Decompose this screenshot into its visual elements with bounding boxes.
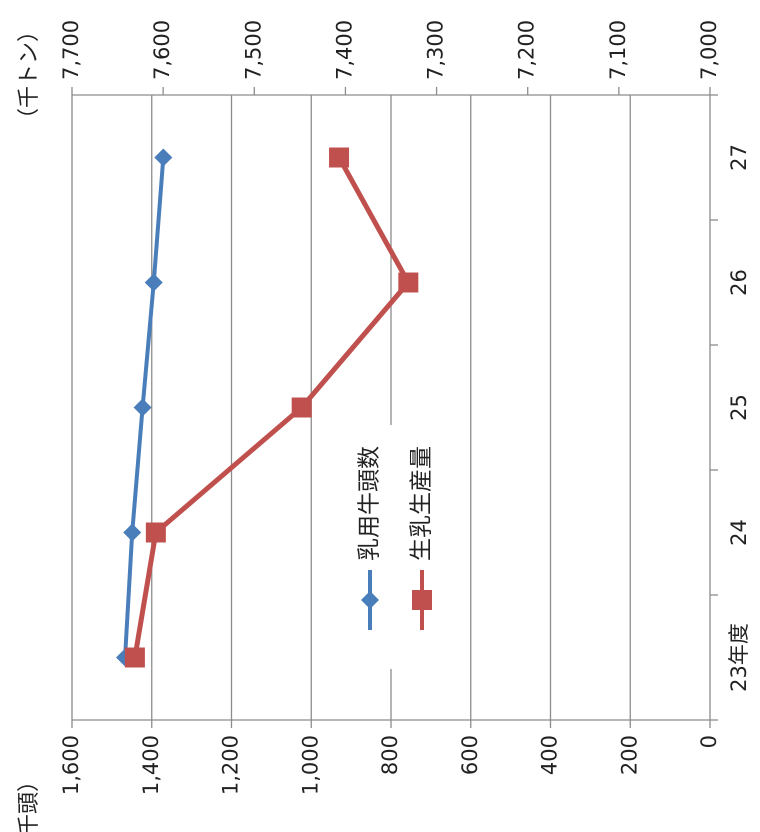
secondary-tick-group: 7,300: [424, 20, 448, 80]
category-label-group: 24: [727, 519, 751, 546]
data-point-diamond: [133, 398, 152, 417]
legend-marker-milk: [412, 590, 432, 610]
legend-background: [343, 425, 448, 669]
primary-tick-label: 1,200: [219, 735, 243, 795]
primary-tick-label: 1,000: [298, 735, 322, 795]
secondary-tick-label: 7,000: [697, 20, 721, 80]
primary-tick-group: 1,200: [219, 735, 243, 795]
series-layer: [116, 147, 419, 668]
category-label-group: 27: [727, 144, 751, 171]
data-point-square: [329, 147, 350, 168]
primary-tick-label: 800: [378, 735, 402, 775]
secondary-tick-label: 7,100: [606, 20, 630, 80]
category-label: 26: [727, 269, 751, 296]
secondary-axis-unit-label: （千トン）: [17, 20, 42, 130]
category-label: 27: [727, 144, 751, 171]
secondary-tick-label: 7,300: [424, 20, 448, 80]
primary-tick-group: 800: [378, 735, 402, 775]
category-label-group: 26: [727, 269, 751, 296]
legend-label-cows: 乳用牛頭数: [357, 446, 383, 561]
primary-tick-label: 1,600: [59, 735, 83, 795]
legend-marker-cows: [361, 591, 379, 609]
primary-tick-group: 0: [697, 735, 721, 748]
secondary-tick-group: 7,100: [606, 20, 630, 80]
category-label: 23年度: [727, 623, 751, 692]
category-axis-ticks: 23年度 24 25 26 27: [710, 94, 751, 721]
primary-tick-label: 600: [458, 735, 482, 775]
primary-tick-label: 1,400: [139, 735, 163, 795]
data-point-square: [145, 522, 166, 543]
primary-tick-group: 600: [458, 735, 482, 775]
secondary-tick-group: 7,400: [332, 20, 356, 80]
category-label: 25: [727, 394, 751, 421]
secondary-tick-label: 7,500: [241, 20, 265, 80]
data-point-square: [398, 272, 419, 293]
primary-tick-group: 1,000: [298, 735, 322, 795]
primary-tick-label: 0: [697, 735, 721, 748]
primary-tick-label: 400: [538, 735, 562, 775]
secondary-axis-ticks: 7,000 7,100 7,200 7,300 7,400 7,500 7,600 7,700: [59, 20, 721, 95]
secondary-tick-group: 7,000: [697, 20, 721, 80]
primary-tick-group: 1,600: [59, 735, 83, 795]
secondary-tick-group: 7,700: [59, 20, 83, 80]
secondary-tick-group: 7,200: [515, 20, 539, 80]
primary-tick-group: 200: [617, 735, 641, 775]
data-point-diamond: [144, 273, 163, 292]
primary-tick-label: 200: [617, 735, 641, 775]
data-point-square: [124, 647, 145, 668]
legend: 乳用牛頭数 生乳生産量: [343, 425, 448, 669]
secondary-tick-label: 7,200: [515, 20, 539, 80]
secondary-tick-group: 7,500: [241, 20, 265, 80]
secondary-tick-label: 7,400: [332, 20, 356, 80]
data-point-square: [291, 397, 312, 418]
category-label: 24: [727, 519, 751, 546]
secondary-tick-group: 7,600: [150, 20, 174, 80]
secondary-tick-label: 7,700: [59, 20, 83, 80]
category-label-group: 23年度: [727, 623, 751, 692]
data-point-diamond: [154, 148, 173, 167]
primary-tick-group: 400: [538, 735, 562, 775]
primary-axis-ticks: 0 200 400 600 800 1,000 1,200 1,400 1,600: [59, 720, 721, 795]
legend-label-milk: 生乳生産量: [409, 446, 435, 561]
secondary-tick-label: 7,600: [150, 20, 174, 80]
data-point-diamond: [123, 523, 142, 542]
category-label-group: 25: [727, 394, 751, 421]
primary-tick-group: 1,400: [139, 735, 163, 795]
primary-axis-unit-label: （千頭）: [17, 770, 42, 832]
